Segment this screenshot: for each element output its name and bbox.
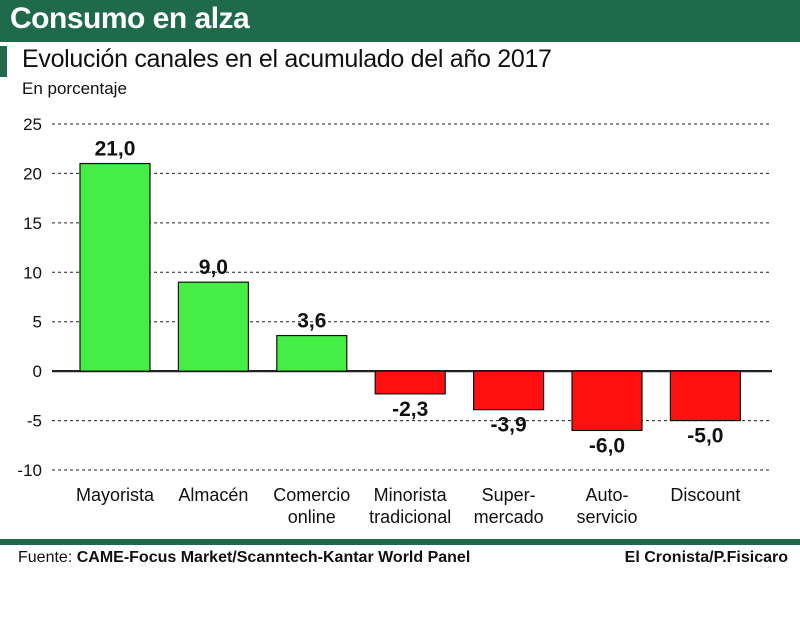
category-label: Almacén <box>178 485 248 505</box>
y-tick-label: 5 <box>33 313 42 332</box>
bar <box>669 370 742 422</box>
value-label: -5,0 <box>687 425 723 448</box>
bar <box>374 370 446 395</box>
bar-chart: 25 20 15 10 5 0 -5 -10 21,0 9,0 3,6 -2,3 -3,9 -6,0 -5… <box>17 115 772 527</box>
value-label: 21,0 <box>95 138 136 161</box>
chart-unit: En porcentaje <box>22 79 127 98</box>
bar <box>473 370 545 411</box>
y-tick-label: 20 <box>23 164 42 183</box>
source-label: Fuente: <box>18 549 73 566</box>
y-axis-ticks: 25 20 15 10 5 0 -5 -10 <box>17 115 42 480</box>
title-accent-bar <box>0 46 7 77</box>
y-tick-label: -5 <box>27 412 42 431</box>
header-banner: Consumo en alza <box>0 0 800 42</box>
category-label: Discount <box>670 485 740 505</box>
y-tick-label: -10 <box>17 461 42 480</box>
bars <box>79 162 742 432</box>
value-label: 3,6 <box>297 310 326 333</box>
bar <box>79 162 151 372</box>
value-label: -3,9 <box>491 414 527 437</box>
chart-title: Evolución canales en el acumulado del añ… <box>22 45 552 73</box>
value-label: -6,0 <box>589 434 625 457</box>
category-label: Minorista tradicional <box>369 485 451 527</box>
value-labels: 21,0 9,0 3,6 -2,3 -3,9 -6,0 -5,0 <box>95 138 724 458</box>
page-title: Consumo en alza <box>10 2 250 35</box>
y-tick-label: 10 <box>23 263 42 282</box>
source-note: Fuente: CAME-Focus Market/Scanntech-Kant… <box>18 549 470 567</box>
credit-text: El Cronista/P.Fisicaro <box>624 549 788 566</box>
bar <box>571 370 643 432</box>
y-tick-label: 15 <box>23 214 42 233</box>
bar <box>276 334 348 372</box>
value-label: -2,3 <box>392 398 428 421</box>
y-tick-label: 25 <box>23 115 42 134</box>
value-label: 9,0 <box>199 256 228 279</box>
bar <box>177 281 249 372</box>
y-tick-label: 0 <box>33 362 42 381</box>
source-text: CAME-Focus Market/Scanntech-Kantar World… <box>76 549 471 566</box>
category-labels: Mayorista Almacén Comercio online Minorista t… <box>76 485 740 527</box>
category-label: Comercio online <box>273 485 350 527</box>
category-label: Auto-servicio <box>576 485 637 527</box>
category-label: Super-mercado <box>474 485 544 527</box>
category-label: Mayorista <box>76 485 155 505</box>
footer-divider <box>0 539 800 545</box>
